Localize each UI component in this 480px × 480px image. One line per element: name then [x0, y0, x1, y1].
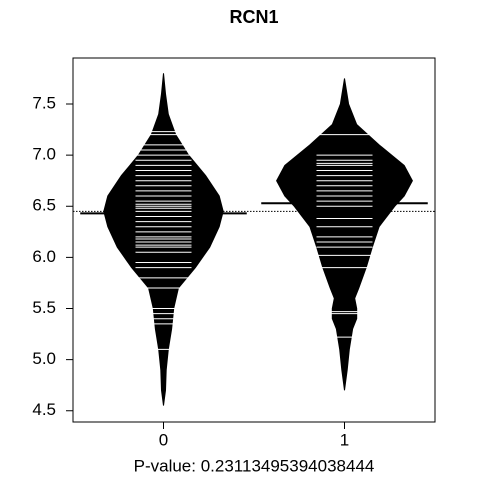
y-tick-label: 4.5 [32, 400, 56, 419]
y-tick-label: 7.5 [32, 93, 56, 112]
y-tick-label: 6.0 [32, 247, 56, 266]
x-axis-label: P-value: 0.23113495394038444 [134, 456, 375, 475]
y-tick-label: 5.0 [32, 349, 56, 368]
x-tick-label: 1 [340, 430, 349, 449]
bean [276, 78, 413, 391]
x-tick-label: 0 [159, 430, 168, 449]
chart-title: RCN1 [229, 7, 278, 27]
y-tick-label: 6.5 [32, 196, 56, 215]
plot-frame [72, 57, 436, 423]
y-tick-label: 5.5 [32, 298, 56, 317]
y-tick-label: 7.0 [32, 145, 56, 164]
